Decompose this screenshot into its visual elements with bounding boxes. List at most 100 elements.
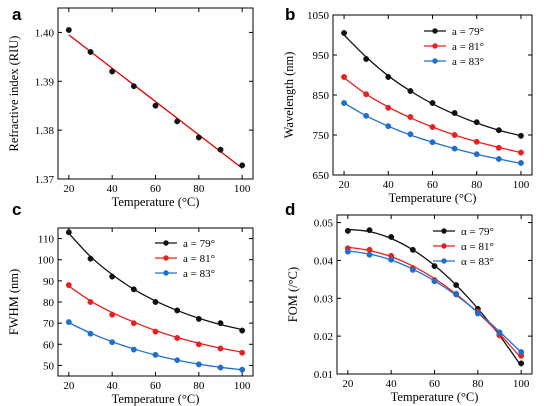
fit-line-1 — [347, 228, 522, 367]
legend-label: a = 81° — [452, 41, 484, 53]
data-point — [130, 346, 137, 353]
data-point — [152, 299, 159, 305]
data-point — [385, 123, 392, 130]
data-point — [453, 282, 460, 288]
data-point — [496, 329, 503, 336]
x-tick-label: 60 — [427, 179, 439, 191]
data-point — [495, 156, 502, 162]
legend-label: a = 83° — [452, 56, 484, 68]
data-point — [152, 102, 159, 109]
legend-label: α = 81° — [461, 241, 494, 253]
x-axis-label: Temperature (°C) — [112, 392, 200, 406]
x-axis-label: Temperature (°C) — [389, 191, 477, 205]
data-point — [344, 227, 351, 234]
y-tick-label: 50 — [43, 360, 55, 372]
y-tick-label: 0.02 — [314, 331, 333, 343]
data-point — [217, 345, 224, 352]
x-tick-label: 40 — [107, 380, 119, 392]
data-point — [130, 320, 137, 327]
chart-panel-b: b 20 40 60 80 100 650 750 850 950 1050 Temperature … — [282, 5, 533, 205]
legend-marker — [432, 28, 438, 34]
y-tick-label: 1.37 — [35, 174, 55, 186]
x-tick-label: 20 — [63, 183, 75, 195]
x-tick-label: 80 — [193, 183, 205, 195]
data-point — [363, 56, 370, 62]
data-point — [407, 131, 414, 138]
data-point — [65, 319, 72, 326]
data-point — [217, 146, 224, 153]
x-axis-label: Temperature (°C) — [391, 390, 479, 404]
y-axis-label: FWHM (nm) — [7, 269, 21, 335]
data-point — [473, 151, 480, 158]
y-axis-label: Refractive index (RIU) — [7, 36, 21, 152]
data-point — [195, 315, 202, 322]
fit-line-1 — [343, 34, 522, 137]
data-point — [429, 124, 436, 130]
chart-panel-d: d 20 40 60 80 100 0.01 0.02 0.03 0.04 0.05 Temperat… — [285, 200, 533, 404]
legend-marker — [441, 258, 447, 264]
legend-marker — [432, 58, 438, 64]
x-tick-label: 20 — [63, 380, 75, 392]
data-point — [87, 299, 94, 305]
x-tick-label: 100 — [513, 179, 530, 191]
data-point — [517, 149, 524, 156]
x-tick-label: 20 — [339, 179, 351, 191]
x-tick-label: 80 — [193, 380, 205, 392]
x-tick-label: 60 — [150, 183, 162, 195]
x-tick-label: 80 — [471, 179, 483, 191]
fit-line-2 — [68, 285, 243, 353]
chart-panel-a: a 20 40 60 80 100 1.37 1.38 1.39 1.40 Temperature … — [7, 5, 254, 209]
data-point — [366, 251, 373, 258]
legend-marker — [441, 243, 447, 249]
y-tick-label: 60 — [43, 339, 55, 351]
x-tick-label: 40 — [383, 179, 395, 191]
panel-letter: c — [12, 200, 21, 219]
data-point — [87, 330, 94, 337]
data-point — [431, 278, 438, 285]
y-tick-label: 110 — [38, 234, 55, 246]
data-point — [363, 91, 370, 98]
data-point — [474, 310, 481, 317]
data-point — [174, 357, 181, 364]
legend-label: a = 83° — [183, 268, 215, 280]
data-point — [451, 145, 458, 152]
data-point — [195, 134, 202, 141]
data-point — [341, 30, 348, 36]
data-point — [239, 162, 246, 169]
y-tick-label: 1.40 — [35, 27, 55, 39]
chart-panel-c: c 20 40 60 80 100 50 60 70 80 90 100 110 Temperature … — [7, 200, 254, 406]
data-point — [385, 74, 392, 80]
x-tick-label: 20 — [342, 378, 354, 390]
data-point — [174, 118, 181, 125]
data-point — [195, 341, 202, 348]
y-axis-label: Wavelength (nm) — [282, 52, 296, 139]
y-tick-label: 650 — [313, 170, 330, 182]
data-point — [130, 83, 137, 90]
data-point — [366, 246, 373, 253]
y-tick-label: 0.01 — [314, 369, 333, 381]
data-point — [518, 349, 525, 355]
data-point — [407, 114, 414, 120]
x-tick-label: 80 — [472, 378, 484, 390]
data-point — [239, 327, 246, 334]
y-tick-label: 1.38 — [35, 125, 55, 137]
data-point — [429, 139, 436, 146]
data-point — [344, 248, 351, 255]
legend-marker — [441, 228, 447, 234]
data-point — [409, 266, 416, 273]
y-tick-label: 750 — [313, 130, 330, 142]
data-point — [409, 246, 416, 253]
x-tick-label: 40 — [107, 183, 119, 195]
y-axis-label: FOM (/°C) — [286, 267, 300, 322]
fit-line-3 — [343, 102, 522, 165]
legend-label: α = 83° — [461, 256, 494, 268]
data-point — [152, 351, 159, 358]
data-point — [451, 110, 458, 116]
data-point — [431, 263, 438, 270]
legend-label: a = 81° — [183, 253, 215, 265]
data-point — [495, 144, 502, 151]
data-point — [109, 273, 116, 280]
y-tick-label: 0.04 — [314, 255, 334, 267]
legend-marker — [163, 270, 169, 276]
x-tick-label: 60 — [150, 380, 162, 392]
